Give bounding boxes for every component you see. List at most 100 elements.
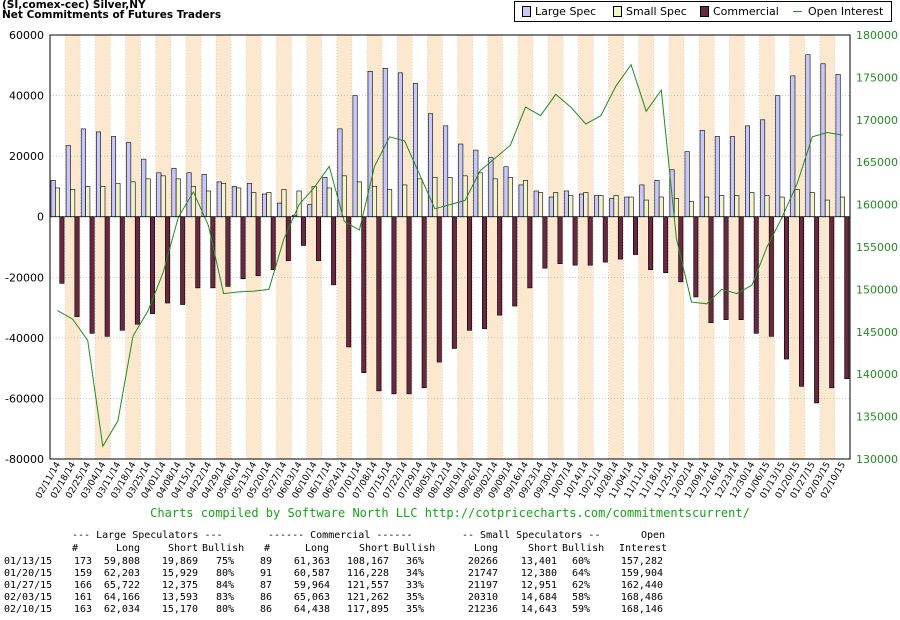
small-spec-bar xyxy=(522,180,528,218)
cell-large-count: 161 xyxy=(73,592,92,603)
large-spec-bar xyxy=(65,145,71,218)
commercial-bar xyxy=(180,216,186,305)
small-spec-bar xyxy=(326,187,332,218)
legend-label-commercial: Commercial xyxy=(713,5,779,18)
large-spec-bar xyxy=(307,204,313,218)
large-spec-bar xyxy=(594,195,600,218)
small-spec-bar xyxy=(839,196,845,218)
large-spec-bar xyxy=(684,151,690,218)
left-axis-tick-label: 20000 xyxy=(9,150,44,163)
large-spec-bar xyxy=(624,196,630,218)
large-spec-bar xyxy=(262,193,267,218)
cell-large-bullish: 80% xyxy=(215,568,234,579)
commercial-bar xyxy=(119,216,125,331)
large-spec-bar xyxy=(503,166,509,218)
large-spec-bar xyxy=(412,83,418,218)
cell-small-long: 20266 xyxy=(467,556,498,567)
commercial-bar xyxy=(572,216,578,266)
week-band xyxy=(65,35,81,459)
cell-small-bullish: 60% xyxy=(571,556,590,567)
cell-date: 01/27/15 xyxy=(4,580,53,591)
commercial-bar xyxy=(89,216,95,334)
cell-large-bullish: 84% xyxy=(215,580,234,591)
cell-large-short: 19,869 xyxy=(161,556,198,567)
small-spec-bar xyxy=(236,187,242,218)
large-spec-bar xyxy=(563,190,569,218)
week-band xyxy=(155,35,171,459)
small-spec-bar xyxy=(251,192,257,218)
cell-small-long: 21747 xyxy=(467,568,498,579)
commercial-bar xyxy=(270,216,276,271)
cell-commercial-bullish: 35% xyxy=(405,592,424,603)
table-row: 01/27/15 166 65,722 12,375 84% 87 59,964 121,55… xyxy=(4,580,900,593)
small-spec-bar xyxy=(643,199,649,218)
small-spec-bar xyxy=(160,175,166,218)
commercial-bar xyxy=(104,216,110,337)
week-band xyxy=(487,35,503,459)
small-spec-bar xyxy=(507,177,513,218)
large-spec-bar xyxy=(171,167,177,218)
cell-small-long: 20310 xyxy=(467,592,498,603)
plot-frame xyxy=(49,34,851,460)
cell-large-count: 163 xyxy=(73,604,92,615)
large-spec-bar xyxy=(156,172,162,218)
cell-large-long: 62,203 xyxy=(103,568,140,579)
commercial-bar xyxy=(602,216,608,263)
small-spec-bar xyxy=(402,184,408,218)
small-spec-bar xyxy=(341,175,347,218)
left-axis-tick-label: -80000 xyxy=(5,453,44,466)
small-spec-bar xyxy=(628,196,634,218)
small-spec-bar xyxy=(477,172,483,218)
small-spec-bar xyxy=(658,196,664,218)
large-spec-bar xyxy=(216,181,222,218)
cell-large-short: 13,593 xyxy=(161,592,198,603)
right-axis-tick-label: 155000 xyxy=(856,241,898,254)
cell-commercial-long: 61,363 xyxy=(293,556,330,567)
header-large-specs: --- Large Speculators --- xyxy=(72,530,223,541)
right-axis-tick-label: 165000 xyxy=(856,156,898,169)
commercial-bar xyxy=(482,216,488,330)
commercial-bar xyxy=(134,216,140,325)
cell-commercial-count: 86 xyxy=(259,592,272,603)
cell-date: 02/03/15 xyxy=(4,592,53,603)
small-spec-bar xyxy=(296,190,302,218)
left-axis-tick-label: -60000 xyxy=(5,392,44,405)
cell-large-count: 166 xyxy=(73,580,92,591)
cell-large-short: 12,375 xyxy=(161,580,198,591)
legend-swatch-large-spec xyxy=(522,6,531,17)
cell-small-bullish: 64% xyxy=(571,568,590,579)
cell-commercial-count: 87 xyxy=(259,580,272,591)
commercial-bar xyxy=(225,216,231,287)
cell-large-bullish: 80% xyxy=(215,604,234,615)
week-band xyxy=(246,35,262,459)
small-spec-bar xyxy=(809,192,815,218)
small-spec-bar xyxy=(492,178,498,218)
large-spec-bar xyxy=(337,128,343,218)
week-band xyxy=(276,35,292,459)
commercial-bar xyxy=(693,216,699,298)
cell-small-short: 12,380 xyxy=(520,568,557,579)
cell-commercial-bullish: 34% xyxy=(405,568,424,579)
large-spec-bar xyxy=(760,119,766,218)
commercial-bar xyxy=(300,216,306,246)
cell-small-short: 14,684 xyxy=(520,592,557,603)
header-open: Open xyxy=(641,530,666,541)
commercial-bar xyxy=(59,216,65,284)
col-commercial-short: Short xyxy=(359,543,390,554)
large-spec-bar xyxy=(458,143,464,218)
cell-large-bullish: 83% xyxy=(215,592,234,603)
large-spec-bar xyxy=(805,54,811,218)
week-band xyxy=(457,35,473,459)
legend-swatch-commercial xyxy=(700,6,709,17)
small-spec-bar xyxy=(673,198,679,218)
cell-open-interest: 162,440 xyxy=(620,580,663,591)
cell-commercial-long: 59,964 xyxy=(293,580,330,591)
small-spec-bar xyxy=(719,195,725,218)
week-band xyxy=(306,35,322,459)
small-spec-bar xyxy=(432,177,438,218)
cell-commercial-short: 108,167 xyxy=(346,556,389,567)
small-spec-bar xyxy=(583,192,589,218)
cell-small-bullish: 58% xyxy=(571,592,590,603)
large-spec-bar xyxy=(277,202,283,218)
large-spec-bar xyxy=(367,71,373,218)
